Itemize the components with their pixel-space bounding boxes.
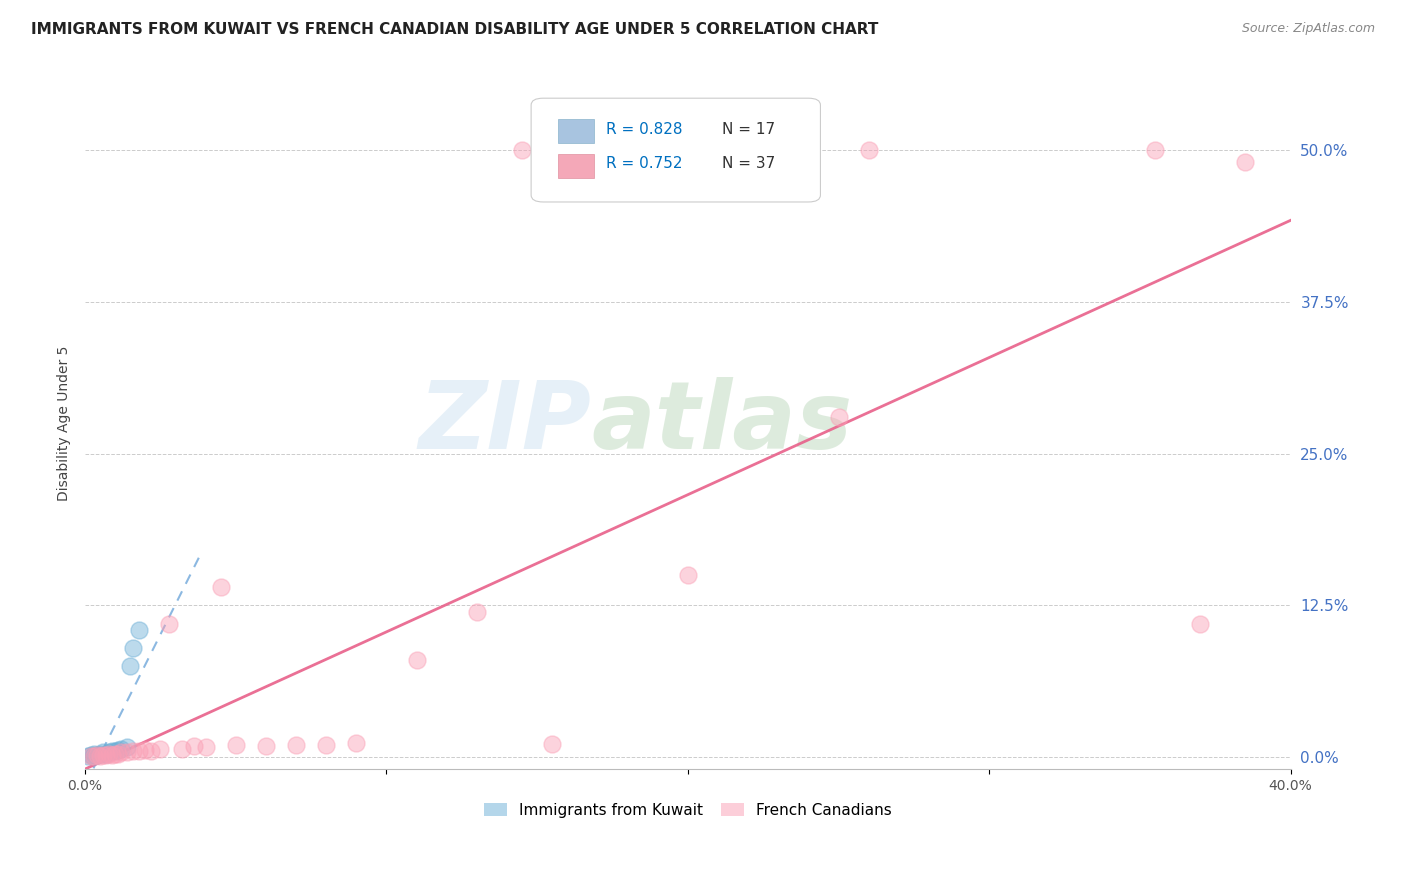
Point (1234, 155, 1257, 169)
Point (285, 738, 308, 752)
FancyBboxPatch shape (531, 98, 821, 202)
Point (83, 747, 105, 761)
Point (83, 748, 105, 763)
Point (827, 410, 849, 425)
Point (134, 743, 156, 757)
Bar (558, 119, 593, 144)
Point (96, 747, 118, 762)
Point (141, 744, 163, 758)
Point (344, 736, 367, 750)
Point (104, 744, 127, 758)
Point (107, 747, 129, 761)
Text: R = 0.752: R = 0.752 (606, 156, 682, 171)
Point (510, 143, 533, 157)
Point (194, 740, 217, 755)
Point (858, 143, 880, 157)
Point (117, 745, 139, 759)
Point (128, 744, 150, 758)
Point (128, 623, 150, 637)
Point (83, 748, 105, 763)
Point (86, 747, 108, 762)
Point (183, 739, 205, 754)
Point (101, 747, 124, 762)
Text: N = 17: N = 17 (721, 122, 775, 136)
Point (1189, 616, 1212, 631)
Point (225, 738, 247, 752)
Point (101, 744, 124, 758)
Text: Source: ZipAtlas.com: Source: ZipAtlas.com (1241, 22, 1375, 36)
Point (80, 747, 103, 762)
Point (91, 745, 114, 759)
Point (1143, 143, 1166, 157)
Point (159, 616, 181, 631)
Point (254, 739, 277, 754)
Point (110, 741, 132, 756)
Point (91, 747, 114, 762)
Point (86, 747, 108, 762)
Point (122, 744, 145, 758)
Point (122, 640, 145, 655)
Point (80, 748, 103, 763)
Point (117, 740, 139, 755)
Point (98, 745, 121, 759)
Point (110, 745, 132, 759)
Legend: Immigrants from Kuwait, French Canadians: Immigrants from Kuwait, French Canadians (478, 797, 898, 824)
Text: N = 37: N = 37 (721, 156, 775, 171)
Point (107, 743, 129, 757)
Point (98, 747, 121, 761)
Text: R = 0.828: R = 0.828 (606, 122, 682, 136)
Point (96, 747, 118, 761)
Point (209, 580, 232, 594)
Bar (558, 153, 593, 178)
Point (89, 747, 111, 761)
Text: IMMIGRANTS FROM KUWAIT VS FRENCH CANADIAN DISABILITY AGE UNDER 5 CORRELATION CHA: IMMIGRANTS FROM KUWAIT VS FRENCH CANADIA… (31, 22, 879, 37)
Point (170, 741, 193, 756)
Text: ZIP: ZIP (419, 377, 592, 469)
Text: atlas: atlas (592, 377, 852, 469)
Point (315, 738, 337, 752)
Point (149, 741, 172, 756)
Point (465, 605, 488, 619)
Point (676, 568, 699, 582)
Point (89, 748, 111, 763)
Point (104, 747, 127, 761)
Point (405, 653, 427, 667)
Point (77, 748, 100, 763)
Point (120, 659, 142, 673)
Point (541, 737, 564, 751)
Y-axis label: Disability Age Under 5: Disability Age Under 5 (58, 346, 72, 501)
